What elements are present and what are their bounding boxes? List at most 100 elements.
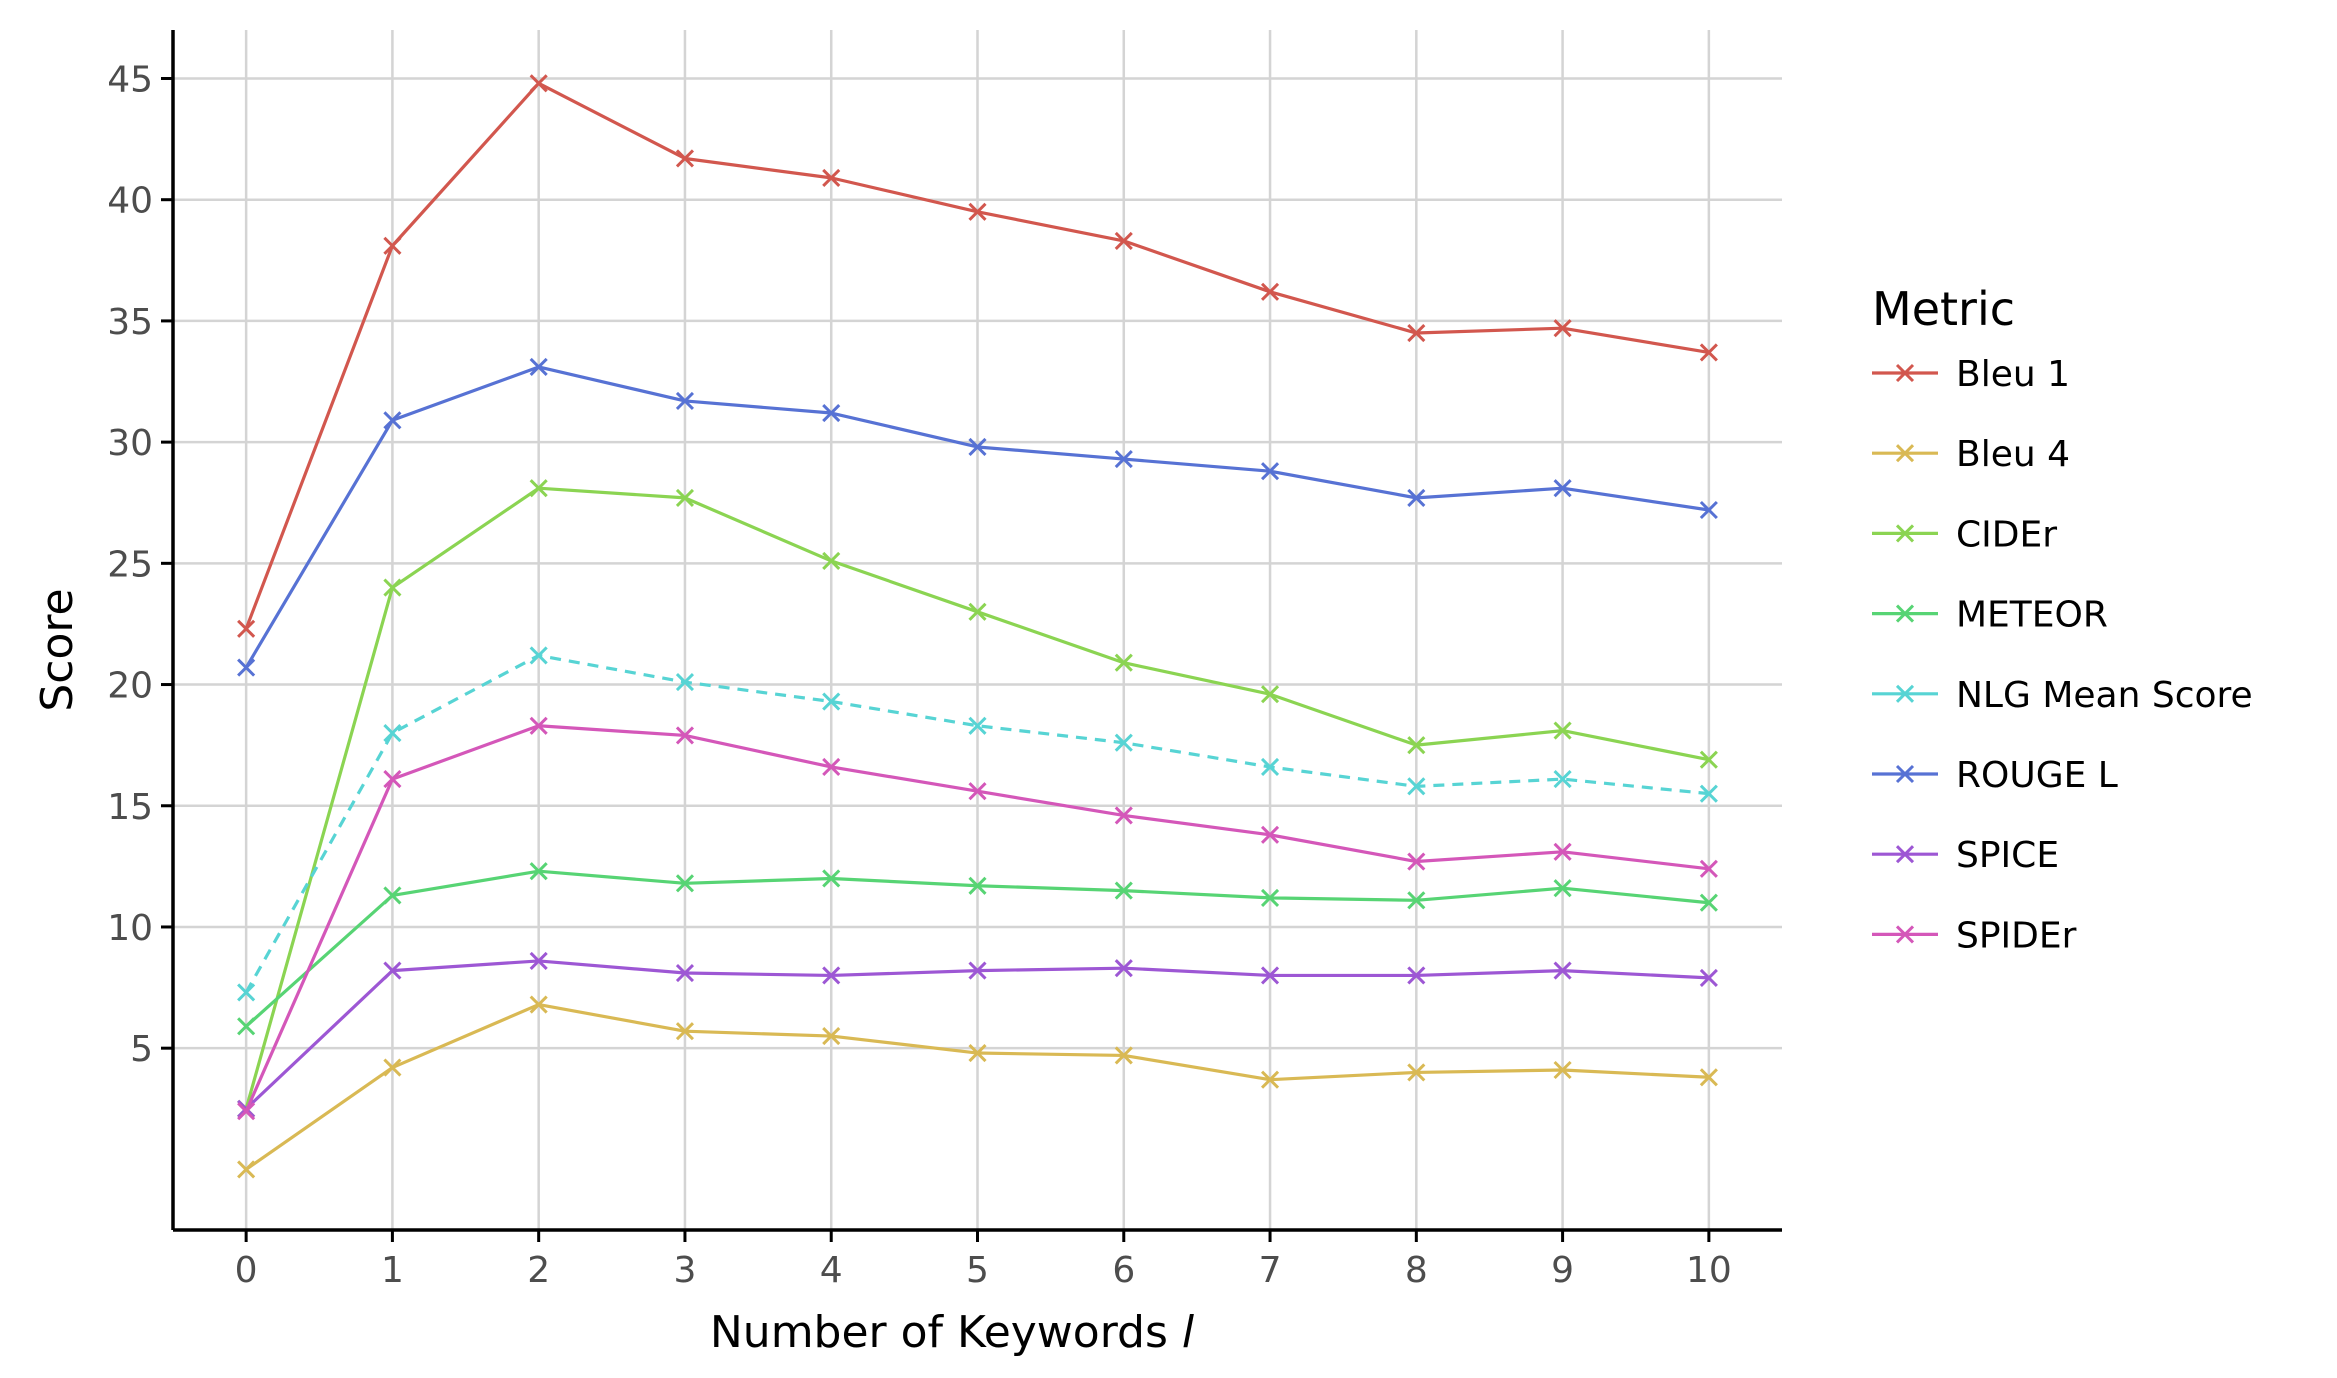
legend-label-nlg-mean-score: NLG Mean Score <box>1956 675 2253 716</box>
point-cider-2 <box>529 479 548 498</box>
point-spice-8 <box>1407 966 1426 985</box>
y-tick-label-40: 40 <box>107 181 153 222</box>
point-meteor-0 <box>237 1017 256 1036</box>
point-spice-3 <box>675 963 695 983</box>
legend-label-spice: SPICE <box>1956 835 2059 876</box>
legend-items: Bleu 1 Bleu 4 CIDEr METEOR NLG Mean Score ROU… <box>1872 354 2253 956</box>
legend-item-meteor: METEOR <box>1872 595 2108 636</box>
point-rouge-l-1 <box>383 411 402 430</box>
point-spider-3 <box>675 726 695 745</box>
point-meteor-5 <box>968 876 987 895</box>
legend-marker-cider <box>1895 524 1915 543</box>
legend-title: Metric <box>1872 282 2015 336</box>
axes <box>161 30 1782 1242</box>
point-cider-8 <box>1407 736 1426 755</box>
point-bleu-1-5 <box>968 202 987 221</box>
point-meteor-8 <box>1407 891 1426 910</box>
point-meteor-4 <box>822 869 841 888</box>
point-bleu-4-4 <box>822 1026 841 1046</box>
point-rouge-l-0 <box>237 658 256 677</box>
series-bleu-4 <box>237 995 1718 1179</box>
x-tick-label-8: 8 <box>1405 1250 1428 1291</box>
legend-item-spice: SPICE <box>1872 835 2059 876</box>
point-meteor-9 <box>1553 879 1572 898</box>
point-rouge-l-2 <box>529 357 548 377</box>
point-spider-5 <box>968 782 987 801</box>
point-spider-7 <box>1260 825 1280 844</box>
y-tick-label-20: 20 <box>107 666 153 707</box>
point-meteor-2 <box>529 862 548 881</box>
point-cider-7 <box>1260 685 1280 704</box>
point-bleu-4-2 <box>529 995 548 1014</box>
point-cider-1 <box>383 578 402 597</box>
point-rouge-l-4 <box>822 403 841 423</box>
point-bleu-4-3 <box>675 1022 695 1041</box>
point-rouge-l-3 <box>675 391 695 410</box>
point-spider-0 <box>237 1102 256 1121</box>
point-spice-6 <box>1114 959 1133 978</box>
x-tick-label-4: 4 <box>820 1250 843 1291</box>
y-tick-label-15: 15 <box>107 787 153 828</box>
point-nlg-mean-score-1 <box>383 723 402 743</box>
point-bleu-4-7 <box>1260 1070 1280 1089</box>
point-bleu-4-0 <box>237 1160 256 1179</box>
legend-marker-spice <box>1895 845 1915 864</box>
x-tick-label-6: 6 <box>1112 1250 1135 1291</box>
point-nlg-mean-score-7 <box>1260 757 1280 777</box>
point-nlg-mean-score-2 <box>529 646 548 665</box>
point-nlg-mean-score-8 <box>1407 777 1426 796</box>
legend-marker-nlg-mean-score <box>1895 684 1915 703</box>
y-tick-label-25: 25 <box>107 544 153 585</box>
point-cider-5 <box>968 602 987 621</box>
x-tick-label-10: 10 <box>1686 1250 1732 1291</box>
point-spider-6 <box>1114 806 1133 825</box>
point-bleu-1-8 <box>1407 323 1426 343</box>
point-bleu-4-8 <box>1407 1063 1426 1082</box>
legend-label-bleu-4: Bleu 4 <box>1956 434 2070 475</box>
series-rouge-l <box>237 357 1718 677</box>
y-axis-title: Score <box>32 588 83 711</box>
point-spice-9 <box>1553 961 1572 980</box>
point-rouge-l-7 <box>1260 462 1280 481</box>
x-tick-label-3: 3 <box>674 1250 697 1291</box>
point-nlg-mean-score-4 <box>822 692 841 711</box>
series-spice <box>237 951 1718 1118</box>
point-rouge-l-5 <box>968 437 987 457</box>
point-spice-2 <box>529 951 548 970</box>
point-meteor-10 <box>1699 893 1718 912</box>
x-axis-title-variable: l <box>1182 1307 1195 1358</box>
legend-label-cider: CIDEr <box>1956 514 2057 555</box>
legend-label-bleu-1: Bleu 1 <box>1956 354 2070 395</box>
point-spider-8 <box>1407 852 1426 871</box>
point-spice-4 <box>822 966 841 985</box>
x-tick-label-1: 1 <box>381 1250 404 1291</box>
series-bleu-1 <box>237 74 1718 638</box>
series-meteor <box>237 862 1718 1036</box>
point-meteor-6 <box>1114 881 1133 900</box>
legend: Metric Bleu 1 Bleu 4 CIDEr METEOR NLG Mean S… <box>1872 282 2253 956</box>
x-axis-title-text: Number of Keywords <box>710 1307 1182 1358</box>
point-rouge-l-9 <box>1553 479 1572 498</box>
x-tick-label-0: 0 <box>235 1250 258 1291</box>
point-bleu-1-9 <box>1553 319 1572 338</box>
point-rouge-l-10 <box>1699 500 1718 520</box>
point-spider-2 <box>529 716 548 735</box>
legend-item-cider: CIDEr <box>1872 514 2057 555</box>
point-cider-9 <box>1553 721 1572 740</box>
y-tick-label-45: 45 <box>107 59 153 100</box>
series-cider <box>237 479 1718 1118</box>
legend-label-spider: SPIDEr <box>1956 915 2077 956</box>
point-meteor-3 <box>675 874 695 893</box>
point-bleu-4-9 <box>1553 1060 1572 1080</box>
point-meteor-1 <box>383 886 402 905</box>
y-tick-label-10: 10 <box>107 908 153 949</box>
point-bleu-1-4 <box>822 168 841 187</box>
series-spider <box>237 716 1718 1121</box>
point-spider-1 <box>383 770 402 789</box>
point-bleu-1-10 <box>1699 343 1718 362</box>
point-rouge-l-6 <box>1114 450 1133 469</box>
point-cider-3 <box>675 488 695 507</box>
point-cider-4 <box>822 551 841 570</box>
point-nlg-mean-score-3 <box>675 673 695 692</box>
